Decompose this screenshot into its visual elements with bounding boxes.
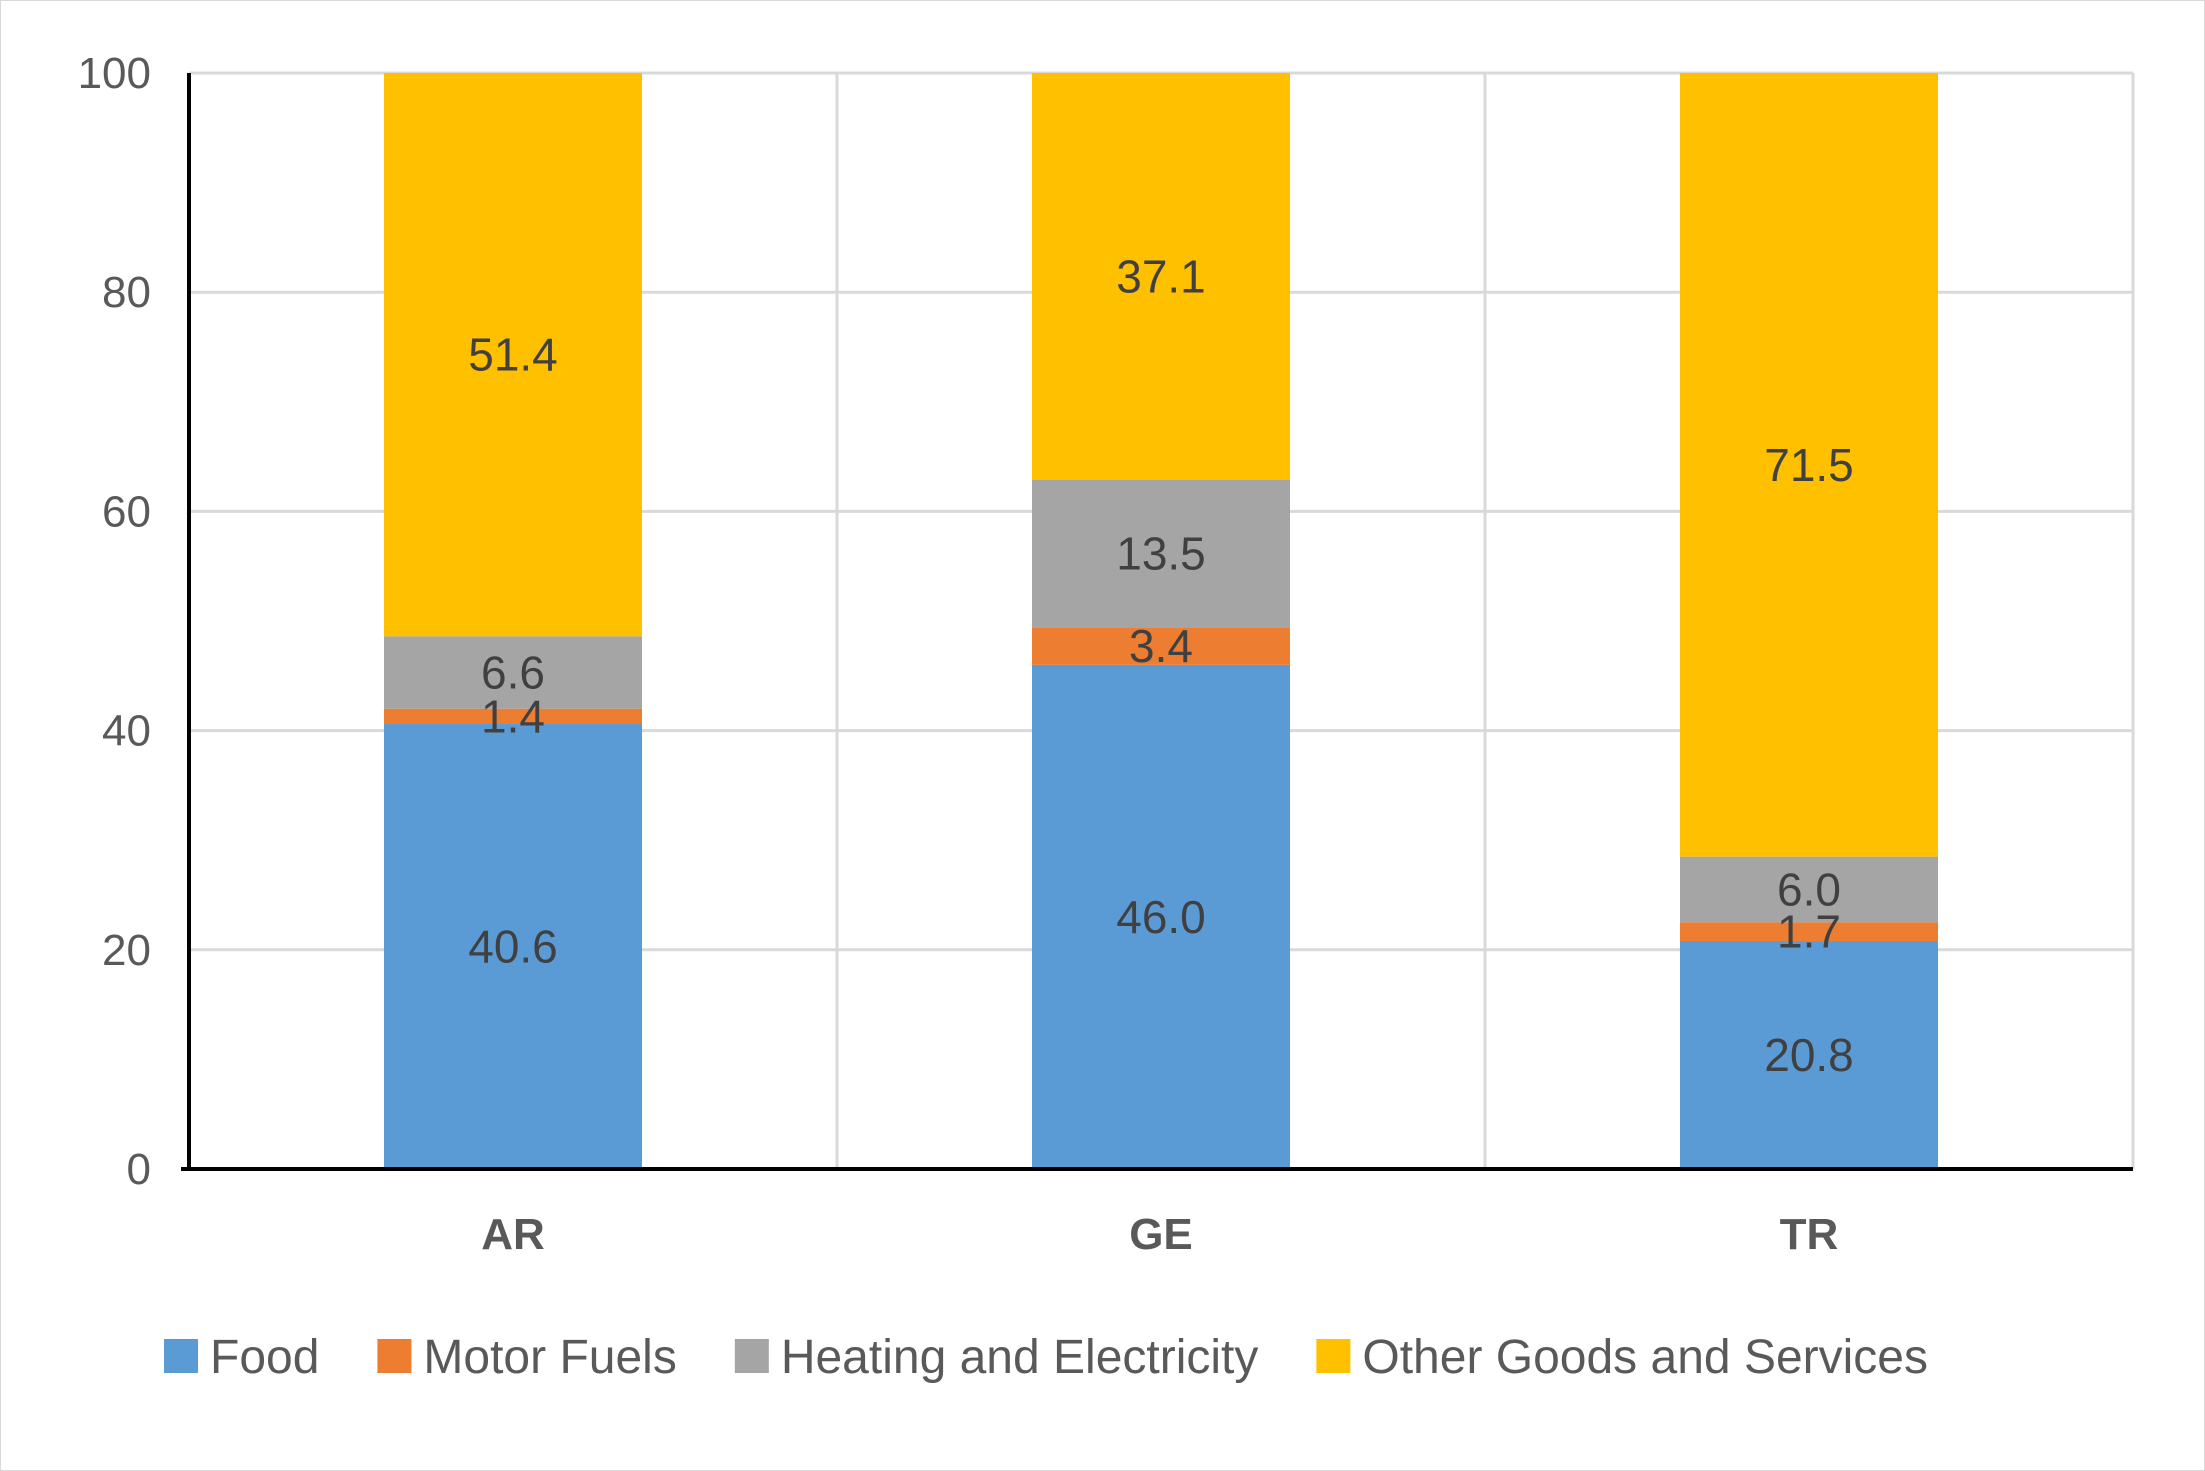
bar-segment [384, 708, 642, 725]
legend-swatch [164, 1339, 198, 1373]
data-label: 46.0 [1116, 891, 1206, 943]
bars [384, 73, 1938, 1169]
y-tick-label: 100 [78, 49, 151, 98]
data-label: 3.4 [1129, 620, 1193, 672]
legend-label: Food [210, 1331, 319, 1384]
bar-segment [384, 73, 642, 637]
bar-segment [1032, 479, 1290, 628]
legend-swatch [377, 1339, 412, 1373]
legend-label: Heating and Electricity [781, 1331, 1259, 1384]
legend-label: Motor Fuels [423, 1331, 676, 1384]
legend-item: Motor Fuels [377, 1331, 677, 1384]
y-tick-label: 80 [102, 268, 151, 317]
legend-swatch [1316, 1339, 1351, 1373]
bar-segment [1680, 856, 1938, 923]
data-label: 71.5 [1764, 439, 1854, 491]
bar-segment [1032, 73, 1290, 480]
x-tick-label: AR [481, 1210, 545, 1259]
legend-item: Food [164, 1331, 319, 1384]
data-labels: 40.6 1.46.6 51.4 46.0 3.4 13.5 37.1 20.8 1.76.0 7… [468, 250, 1854, 1081]
data-label: 37.1 [1116, 250, 1206, 302]
y-tick-label: 40 [102, 707, 151, 756]
data-label: 40.6 [468, 921, 558, 973]
y-tick-label: 60 [102, 487, 151, 536]
bar-segment [1032, 627, 1290, 665]
data-label: 1.4 [481, 690, 545, 742]
legend-swatch [734, 1339, 769, 1373]
x-tick-label: GE [1129, 1210, 1193, 1259]
data-label: 20.8 [1764, 1029, 1854, 1081]
legend: Food Motor Fuels Heating and Electricity Ot… [164, 1331, 1928, 1384]
data-label: 51.4 [468, 329, 558, 381]
legend-item: Other Goods and Services [1316, 1331, 1928, 1384]
bar-segment [384, 636, 642, 709]
bar-segment [1680, 73, 1938, 857]
data-label: 6.0 [1777, 864, 1841, 916]
bar-segment [1680, 941, 1938, 1169]
y-tick-label: 20 [102, 926, 151, 975]
x-tick-label: TR [1780, 1210, 1839, 1259]
legend-item: Heating and Electricity [734, 1331, 1259, 1384]
bar-segment [384, 724, 642, 1169]
axes: 0 20 40 60 80 100 AR GE TR [78, 49, 2133, 1259]
data-label: 13.5 [1116, 528, 1206, 580]
y-tick-label: 0 [127, 1145, 151, 1194]
legend-label: Other Goods and Services [1362, 1331, 1928, 1384]
data-label: 6.6 [481, 647, 545, 699]
bar-segment [1032, 664, 1290, 1169]
data-label: 1.7 [1777, 906, 1841, 958]
bar-segment [1680, 922, 1938, 942]
